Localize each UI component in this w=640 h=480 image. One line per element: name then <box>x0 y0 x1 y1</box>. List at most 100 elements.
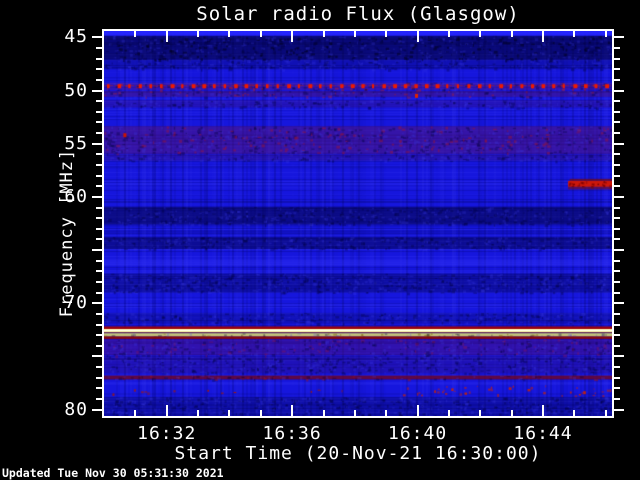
y-tick-label: 60 <box>64 185 88 207</box>
axis-tick <box>96 217 102 220</box>
axis-tick <box>92 302 102 305</box>
axis-tick <box>614 142 624 145</box>
axis-tick <box>165 405 168 416</box>
axis-tick <box>510 31 513 37</box>
x-axis-label: Start Time (20-Nov-21 16:30:00) <box>174 443 542 464</box>
axis-tick <box>96 57 102 60</box>
axis-tick <box>197 31 200 37</box>
axis-tick <box>96 344 102 347</box>
axis-tick <box>479 410 482 416</box>
axis-tick <box>542 31 544 42</box>
axis-tick <box>134 410 137 416</box>
axis-tick <box>96 100 102 103</box>
axis-tick <box>96 164 102 166</box>
axis-tick <box>322 410 325 416</box>
axis-tick <box>614 174 620 177</box>
axis-tick <box>291 31 294 42</box>
axis-tick <box>614 121 620 124</box>
axis-tick <box>542 405 544 416</box>
axis-tick <box>228 410 231 416</box>
axis-tick <box>291 405 294 416</box>
axis-tick <box>614 408 624 411</box>
axis-tick <box>447 31 450 37</box>
axis-tick <box>96 312 102 315</box>
axis-tick <box>614 291 620 294</box>
x-tick-label: 16:32 <box>137 423 197 444</box>
axis-tick <box>96 153 102 156</box>
plot-inner <box>92 31 624 416</box>
axis-tick <box>614 217 620 220</box>
x-tick-label: 16:44 <box>513 423 573 444</box>
axis-tick <box>96 280 102 283</box>
axis-tick <box>96 334 102 337</box>
axis-tick <box>614 110 620 113</box>
axis-tick <box>96 291 102 294</box>
axis-tick <box>353 31 356 37</box>
axis-tick <box>96 238 102 241</box>
axis-tick <box>614 259 620 262</box>
axis-tick <box>385 31 388 37</box>
axis-tick <box>92 89 102 92</box>
axis-tick <box>322 31 325 37</box>
axis-tick <box>614 387 620 390</box>
axis-tick <box>614 366 620 369</box>
axis-tick <box>96 78 102 81</box>
axis-tick <box>614 302 624 305</box>
axis-tick <box>614 238 620 241</box>
axis-tick <box>573 410 576 416</box>
axis-tick <box>614 397 620 400</box>
axis-tick <box>96 68 102 71</box>
axis-tick <box>614 89 624 92</box>
axis-tick <box>447 410 450 416</box>
axis-tick <box>96 121 102 124</box>
axis-tick <box>92 195 102 198</box>
axis-tick <box>614 132 620 135</box>
axis-tick <box>510 410 513 416</box>
axis-tick <box>96 185 102 188</box>
axis-tick <box>96 47 102 50</box>
axis-tick <box>96 227 102 230</box>
axis-tick <box>614 185 620 188</box>
x-tick-label: 16:40 <box>387 423 448 444</box>
axis-tick <box>604 31 607 37</box>
axis-tick <box>614 227 620 230</box>
axis-tick <box>614 47 620 50</box>
axis-tick <box>96 174 102 177</box>
plot-area <box>92 29 624 418</box>
axis-tick <box>96 270 102 273</box>
axis-tick <box>96 397 102 400</box>
axis-tick <box>479 31 482 37</box>
axis-tick <box>614 334 620 337</box>
axis-tick <box>614 249 624 252</box>
axis-tick <box>614 78 620 81</box>
axis-tick <box>614 100 620 103</box>
axis-tick <box>92 36 102 39</box>
y-tick-label: 50 <box>64 79 88 101</box>
axis-tick <box>614 270 620 273</box>
axis-tick <box>353 410 356 416</box>
axis-tick <box>134 31 137 37</box>
axis-tick <box>96 206 102 209</box>
axis-tick <box>96 366 102 369</box>
axis-tick <box>614 164 620 166</box>
axis-tick <box>96 376 102 379</box>
axis-tick <box>614 344 620 347</box>
axis-tick <box>614 153 620 156</box>
axis-tick <box>197 410 200 416</box>
axis-tick <box>416 405 419 416</box>
axis-tick <box>228 31 231 37</box>
axis-tick <box>92 249 102 252</box>
axis-tick <box>614 355 624 358</box>
axis-tick <box>416 31 419 42</box>
axis-tick <box>614 323 620 326</box>
axis-tick <box>259 31 262 37</box>
axis-tick <box>614 36 624 39</box>
y-tick-label: 70 <box>64 292 88 314</box>
axis-tick <box>92 142 102 145</box>
axis-tick <box>165 31 168 42</box>
axis-tick <box>604 410 607 416</box>
axis-tick <box>614 195 624 198</box>
axis-tick <box>614 376 620 379</box>
updated-timestamp: Updated Tue Nov 30 05:31:30 2021 <box>2 466 224 480</box>
